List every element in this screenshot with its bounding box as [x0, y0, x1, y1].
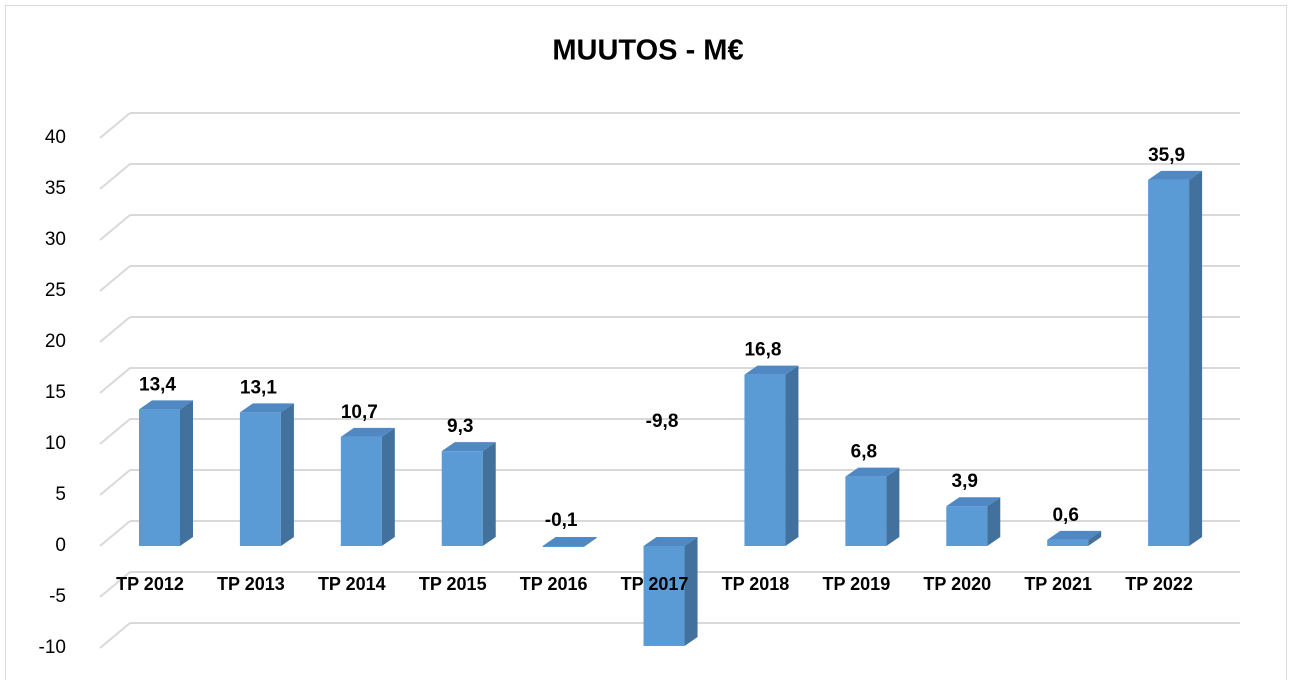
x-tick-label: TP 2018: [722, 574, 790, 594]
y-tick-label: 30: [45, 229, 66, 250]
bar-side: [180, 400, 193, 546]
grid-line-depth: [99, 112, 131, 139]
bar-top: [542, 537, 597, 546]
bar-top: [1047, 530, 1102, 540]
y-tick-label: 40: [45, 127, 66, 148]
value-label: 10,7: [341, 402, 378, 423]
bar-top: [744, 365, 799, 375]
bar-front: [845, 476, 887, 546]
y-tick-label: 10: [45, 433, 66, 454]
x-tick-label: TP 2020: [923, 574, 991, 594]
bar-side: [785, 365, 799, 546]
value-label: 0,6: [1052, 505, 1078, 526]
bar-front: [139, 409, 180, 546]
value-label: -9,8: [646, 411, 679, 432]
grid-line-depth: [99, 163, 131, 190]
y-tick-label: -10: [39, 637, 66, 658]
bar-side: [583, 537, 597, 548]
x-tick-label: TP 2013: [217, 574, 285, 594]
bar-side: [1189, 170, 1203, 546]
x-tick-label: TP 2017: [621, 574, 689, 594]
y-tick-label: 5: [55, 484, 66, 505]
bar-front: [1148, 179, 1190, 546]
bar-side: [684, 537, 698, 646]
value-label: 16,8: [744, 340, 781, 361]
x-tick-label: TP 2016: [520, 574, 588, 594]
y-tick-label: 35: [45, 178, 66, 199]
grid-line-depth: [99, 469, 131, 496]
x-tick-label: TP 2022: [1125, 574, 1193, 594]
value-label: 35,9: [1148, 145, 1185, 166]
y-tick-label: 0: [55, 535, 66, 556]
x-tick-label: TP 2015: [419, 574, 487, 594]
bar-top: [845, 467, 900, 477]
bar-front: [643, 546, 685, 646]
bar-side: [381, 427, 395, 546]
grid-line-depth: [99, 265, 131, 292]
value-label: 6,8: [851, 442, 877, 463]
grid-line-depth: [99, 520, 131, 547]
bar-top: [946, 497, 1001, 507]
grid-line-depth: [99, 418, 131, 445]
bar-side: [987, 497, 1001, 546]
bar-front: [239, 412, 281, 546]
bar-front: [946, 506, 988, 546]
grid-line-depth: [99, 571, 131, 598]
grid-line-depth: [99, 622, 131, 649]
bar-top: [139, 400, 193, 410]
bar-top: [643, 537, 698, 546]
y-tick-label: 20: [45, 331, 66, 352]
bar-top: [239, 403, 294, 413]
bar-side: [482, 442, 496, 546]
grid-line-depth: [99, 316, 131, 343]
x-tick-label: TP 2012: [116, 574, 184, 594]
grid-line-depth: [99, 367, 131, 394]
bar-top: [340, 427, 395, 437]
y-tick-label: 25: [45, 280, 66, 301]
y-tick-label: -5: [49, 586, 66, 607]
bar-top: [1148, 170, 1203, 180]
grid-line-depth: [99, 214, 131, 241]
bar-front: [441, 451, 483, 546]
value-label: 9,3: [447, 416, 473, 437]
chart-title: MUUTOS - M€: [552, 35, 743, 67]
x-tick-label: TP 2014: [318, 574, 386, 594]
x-tick-label: TP 2021: [1024, 574, 1092, 594]
x-tick-label: TP 2019: [822, 574, 890, 594]
bar-side: [1088, 530, 1102, 546]
bar-front: [340, 436, 382, 546]
bar-front: [542, 546, 584, 548]
bar-front: [1047, 539, 1089, 546]
value-label: 3,9: [952, 471, 978, 492]
value-label: 13,1: [240, 377, 277, 398]
bar-top: [441, 442, 496, 452]
value-label: 13,4: [139, 374, 176, 395]
bar-side: [886, 467, 900, 546]
bar-front: [744, 374, 786, 546]
bar-side: [280, 403, 294, 546]
value-label: -0,1: [545, 510, 578, 531]
y-tick-label: 15: [45, 382, 66, 403]
